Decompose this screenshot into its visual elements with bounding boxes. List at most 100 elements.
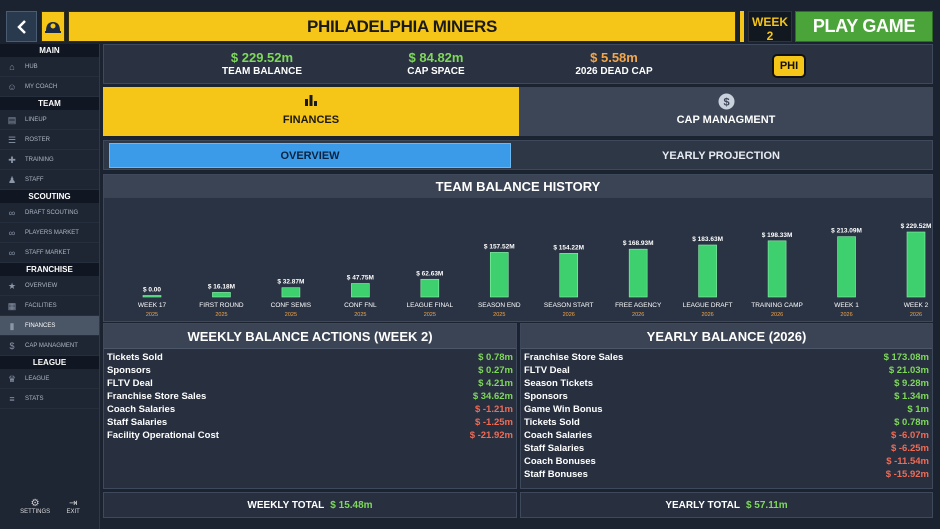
sidebar-item-training[interactable]: ✚ TRAINING [0,150,99,170]
chart-value-label: $ 62.63M [416,270,443,277]
chart-bar [351,283,370,298]
chart-bar [420,278,440,298]
weekly-total-label: WEEKLY TOTAL [247,499,325,511]
chart-value-label: $ 168.93M [623,240,654,247]
settings-button[interactable]: ⚙ SETTINGS [20,498,50,515]
cap-space-value: $ 84.82m [408,50,464,65]
chart-year-label: 2026 [771,312,783,318]
yearly-title: YEARLY BALANCE (2026) [521,324,932,349]
chart-value-label: $ 0.00 [143,287,161,294]
team-balance-stat: $ 229.52m TEAM BALANCE [197,50,327,77]
sidebar-item-hub[interactable]: ⌂ HUB [0,57,99,77]
tab-finances[interactable]: FINANCES [103,87,519,136]
sidebar-item-overview[interactable]: ★ OVERVIEW [0,276,99,296]
balance-row: Sponsors $ 1.34m [524,390,929,403]
play-game-button[interactable]: PLAY GAME [795,11,933,42]
chart-bar [281,287,301,298]
chart-category-label: WEEK 17 [138,302,167,309]
balance-row-value: $ -1.21m [474,404,513,415]
chart-category-label: FREE AGENCY [615,302,662,309]
balance-row-value: $ 9.28m [894,378,929,389]
stats-icon: ≡ [9,393,15,404]
balance-row-name: Franchise Store Sales [107,391,207,402]
tab-cap-managment[interactable]: $ CAP MANAGMENT [519,87,933,136]
balance-row-value: $ -15.92m [885,469,929,480]
home-icon: ⌂ [9,61,15,72]
chart-year-label: 2026 [910,312,922,318]
sidebar-item-label: FINANCES [25,322,56,329]
back-button[interactable] [6,11,37,42]
chart-year-label: 2026 [840,312,852,318]
sidebar-section-title: MAIN [0,44,99,57]
weekly-rows: Tickets Sold $ 0.78m Sponsors $ 0.27m FLTV D… [104,349,516,442]
chart-bar [142,295,162,298]
weekly-title: WEEKLY BALANCE ACTIONS (WEEK 2) [104,324,516,349]
balance-row-name: FLTV Deal [524,365,570,376]
dead-cap-value: $ 5.58m [590,50,638,65]
chart-value-label: $ 47.75M [347,274,374,281]
balance-row-value: $ 0.27m [478,365,513,376]
sidebar-item-lineup[interactable]: ▤ LINEUP [0,110,99,130]
subtab-overview[interactable]: OVERVIEW [109,143,511,168]
team-balance-label: TEAM BALANCE [222,66,302,77]
sidebar-item-league[interactable]: ♛ LEAGUE [0,369,99,389]
lineup-icon: ▤ [7,114,17,125]
miner-helmet-icon [45,21,61,33]
svg-text:$: $ [723,97,729,109]
binoculars-icon: ∞ [8,207,16,218]
sidebar-item-players-market[interactable]: ∞ PLAYERS MARKET [0,223,99,243]
sidebar-item-my-coach[interactable]: ☺ MY COACH [0,77,99,97]
chart-year-label: 2025 [354,312,366,318]
chart-category-label: TRAINING CAMP [751,302,803,309]
balance-row: Franchise Store Sales $ 173.08m [524,351,929,364]
yearly-rows[interactable]: Franchise Store Sales $ 173.08m FLTV Deal $… [521,349,932,485]
chart-value-label: $ 198.33M [762,232,793,239]
subtab-yearly-projection[interactable]: YEARLY PROJECTION [662,149,780,162]
balance-row-name: Coach Bonuses [524,456,596,467]
dollar-icon: $ [519,93,933,111]
person-icon: ☺ [7,81,17,92]
sidebar: MAIN ⌂ HUB ☺ MY COACH TEAM ▤ LINEUP ☰ ROSTER ✚ TRAI… [0,44,100,529]
balance-row-value: $ -1.25m [474,417,513,428]
cap-space-label: CAP SPACE [407,66,465,77]
balance-row: Tickets Sold $ 0.78m [524,416,929,429]
week-label: WEEK 2 [752,15,788,43]
balance-row: Game Win Bonus $ 1m [524,403,929,416]
tab-cap-label: CAP MANAGMENT [676,114,776,126]
chart-year-label: 2026 [702,312,714,318]
sidebar-item-facilities[interactable]: ▦ FACILITIES [0,296,99,316]
sidebar-item-stats[interactable]: ≡ STATS [0,389,99,409]
balance-row-value: $ -6.25m [890,443,929,454]
chart-category-label: SEASON END [478,302,521,309]
exit-button[interactable]: ⇥ EXIT [66,498,79,515]
sidebar-item-label: FACILITIES [25,302,57,309]
chart-bar [698,244,717,298]
weekly-balance-panel: WEEKLY BALANCE ACTIONS (WEEK 2) Tickets … [103,323,517,489]
dollar-icon: $ [9,340,15,351]
sidebar-item-cap-managment[interactable]: $ CAP MANAGMENT [0,336,99,356]
balance-row-value: $ 4.21m [478,378,513,389]
sidebar-item-roster[interactable]: ☰ ROSTER [0,130,99,150]
balance-row: Franchise Store Sales $ 34.62m [107,390,513,403]
team-name-banner: PHILADELPHIA MINERS [68,11,736,42]
chart-category-label: SEASON START [544,302,594,309]
chart-value-label: $ 32.87M [277,279,304,286]
roster-icon: ☰ [7,134,17,145]
sidebar-item-staff-market[interactable]: ∞ STAFF MARKET [0,243,99,263]
dead-cap-label: 2026 DEAD CAP [575,66,653,77]
balance-row: FLTV Deal $ 4.21m [107,377,513,390]
balance-history-chart: $ 0.00 WEEK 17 2025 $ 16.18M FIRST ROUND 2025… [138,223,931,318]
sidebar-item-staff[interactable]: ♟ STAFF [0,170,99,190]
balance-row-name: Franchise Store Sales [524,352,624,363]
balance-row-value: $ -6.07m [890,430,929,441]
chart-year-label: 2025 [493,312,505,318]
chart-value-label: $ 16.18M [208,283,235,290]
settings-label: SETTINGS [20,509,51,515]
chart-bar [906,231,926,298]
trophy-icon: ♛ [7,373,17,384]
sidebar-item-draft-scouting[interactable]: ∞ DRAFT SCOUTING [0,203,99,223]
sidebar-section-title: TEAM [0,97,99,110]
chart-year-label: 2025 [424,312,436,318]
balance-row-name: Facility Operational Cost [107,430,219,441]
sidebar-item-finances[interactable]: ▮ FINANCES [0,316,99,336]
